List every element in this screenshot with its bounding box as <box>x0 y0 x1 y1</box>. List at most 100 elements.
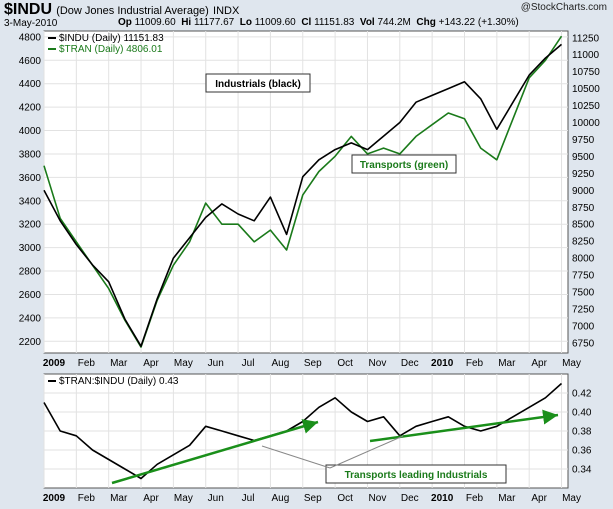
close-label: Cl <box>301 17 312 28</box>
ratio-x-tick-label: Mar <box>110 493 128 504</box>
quote-line: Op 11009.60 Hi 11177.67 Lo 11009.60 Cl 1… <box>118 17 519 28</box>
title-symbol: $INDU <box>4 1 53 18</box>
pointer-line-2 <box>329 435 404 469</box>
ratio-x-tick-label: Mar <box>498 493 516 504</box>
chart-title: $INDU (Dow Jones Industrial Average) IND… <box>4 1 239 19</box>
ratio-x-tick-label: 2010 <box>431 493 454 504</box>
ratio-x-tick-label: May <box>562 493 581 504</box>
right-axis-tick-label: 9750 <box>572 135 595 146</box>
right-axis-tick-label: 9000 <box>572 186 595 197</box>
price-x-tick-label: Sep <box>304 358 322 369</box>
right-axis-tick-label: 8750 <box>572 203 595 214</box>
annotation-transports: Transports (green) <box>360 160 448 171</box>
annotation-transports-leading-box <box>325 464 507 484</box>
annotation-transports-box <box>351 154 457 174</box>
ratio-x-tick-label: Jul <box>242 493 255 504</box>
change-value: +143.22 (+1.30%) <box>438 17 519 28</box>
price-x-tick-label: Apr <box>143 358 159 369</box>
quote-date: 3-May-2010 <box>4 18 58 29</box>
indu-series-line <box>43 43 563 348</box>
price-legend-item: $TRAN (Daily) 4806.01 <box>59 44 163 55</box>
price-x-tick-label: Feb <box>466 358 484 369</box>
right-axis-tick-label: 7750 <box>572 271 595 282</box>
left-axis-tick-label: 3000 <box>19 243 42 254</box>
price-x-tick-label: 2009 <box>43 358 66 369</box>
annotation-transports-leading: Transports leading Industrials <box>345 470 488 481</box>
ratio-legend-item: $TRAN:$INDU (Daily) 0.43 <box>59 376 179 387</box>
change-label: Chg <box>416 17 436 28</box>
right-axis-tick-label: 7500 <box>572 287 595 298</box>
close-value: 11151.83 <box>314 17 355 28</box>
left-axis-tick-label: 2600 <box>19 290 42 301</box>
left-axis-tick-label: 2400 <box>19 313 42 324</box>
left-axis-tick-label: 4600 <box>19 56 42 67</box>
right-axis-tick-label: 10250 <box>572 101 600 112</box>
left-axis-tick-label: 3200 <box>19 220 42 231</box>
low-value: 11009.60 <box>254 17 296 28</box>
left-axis-tick-label: 3800 <box>19 149 42 160</box>
price-x-tick-label: Oct <box>337 358 353 369</box>
left-axis-tick-label: 2200 <box>19 337 42 348</box>
ratio-x-tick-label: Oct <box>337 493 353 504</box>
price-x-tick-label: Mar <box>498 358 516 369</box>
right-axis-tick-label: 9250 <box>572 169 595 180</box>
ratio-axis-tick-label: 0.42 <box>572 389 592 400</box>
price-x-tick-label: May <box>562 358 581 369</box>
price-x-tick-label: 2010 <box>431 358 454 369</box>
trend-arrow-2009 <box>111 419 319 485</box>
right-axis-tick-label: 9500 <box>572 152 595 163</box>
price-x-tick-label: Dec <box>401 358 419 369</box>
right-axis-tick-label: 11000 <box>572 50 600 61</box>
price-x-tick-label: Mar <box>110 358 128 369</box>
ratio-x-tick-label: Dec <box>401 493 419 504</box>
title-name: (Dow Jones Industrial Average) <box>56 5 209 17</box>
ratio-x-tick-label: 2009 <box>43 493 66 504</box>
right-axis-tick-label: 7000 <box>572 321 595 332</box>
ratio-x-tick-label: Jun <box>208 493 224 504</box>
open-label: Op <box>118 17 132 28</box>
left-axis-tick-label: 2800 <box>19 267 42 278</box>
left-axis-tick-label: 4400 <box>19 79 42 90</box>
left-axis-tick-label: 4200 <box>19 103 42 114</box>
pointer-line-1 <box>261 445 331 469</box>
low-label: Lo <box>239 17 252 28</box>
price-x-tick-label: Jul <box>242 358 255 369</box>
right-axis-tick-label: 7250 <box>572 304 595 315</box>
ratio-x-tick-label: Apr <box>531 493 547 504</box>
left-axis-tick-label: 3600 <box>19 173 42 184</box>
price-x-tick-label: Aug <box>272 358 290 369</box>
ratio-x-tick-label: Sep <box>304 493 322 504</box>
credit: @StockCharts.com <box>520 2 607 13</box>
price-x-tick-label: Apr <box>531 358 547 369</box>
right-axis-tick-label: 11250 <box>572 33 600 44</box>
left-axis-tick-label: 3400 <box>19 196 42 207</box>
price-x-tick-label: May <box>174 358 193 369</box>
ratio-x-tick-label: Aug <box>272 493 290 504</box>
ratio-axis-tick-label: 0.38 <box>572 427 592 438</box>
price-x-tick-label: Nov <box>369 358 387 369</box>
left-axis-tick-label: 4000 <box>19 126 42 137</box>
high-value: 11177.67 <box>193 17 235 28</box>
right-axis-tick-label: 10500 <box>572 84 600 95</box>
ratio-x-tick-label: Feb <box>78 493 96 504</box>
right-axis-tick-label: 8000 <box>572 254 595 265</box>
ratio-x-tick-label: Feb <box>466 493 484 504</box>
high-label: Hi <box>181 17 192 28</box>
ratio-x-tick-label: Nov <box>369 493 387 504</box>
title-exchange: INDX <box>213 5 240 17</box>
right-axis-tick-label: 10750 <box>572 67 600 78</box>
right-axis-tick-label: 8500 <box>572 220 595 231</box>
left-axis-tick-label: 4800 <box>19 32 42 43</box>
price-x-tick-label: Feb <box>78 358 96 369</box>
ratio-axis-tick-label: 0.36 <box>572 446 592 457</box>
annotation-industrials-box <box>205 73 311 93</box>
right-axis-tick-label: 8250 <box>572 237 595 248</box>
annotation-industrials: Industrials (black) <box>215 79 301 90</box>
ratio-axis-tick-label: 0.40 <box>572 408 592 419</box>
open-value: 11009.60 <box>134 17 176 28</box>
right-axis-tick-label: 10000 <box>572 118 600 129</box>
volume-value: 744.2M <box>377 17 411 28</box>
price-legend-item: $INDU (Daily) 11151.83 <box>59 33 164 44</box>
ratio-x-tick-label: May <box>174 493 193 504</box>
